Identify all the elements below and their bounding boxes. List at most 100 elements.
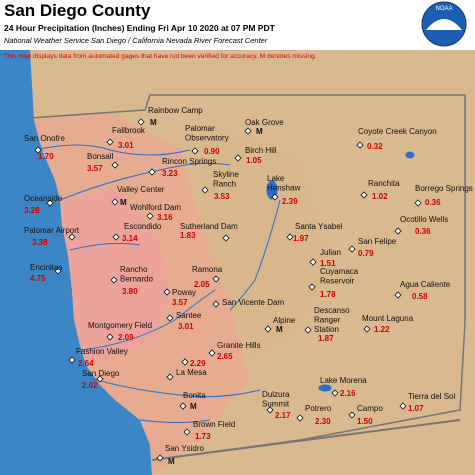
station-value: 2.39 [282,197,298,206]
station-value: 4.75 [30,274,46,283]
station-name: Tierra del Sol [408,392,456,401]
station-marker [46,199,54,207]
station-marker [96,375,104,383]
station-name: Lake [267,174,285,183]
station-name: Brown Field [193,420,235,429]
station-marker [266,406,274,414]
station-name: Santa Ysabel [295,222,343,231]
station-marker [394,291,402,299]
station-name: Skyline [213,170,239,179]
station-marker [331,389,339,397]
station-marker [34,146,42,154]
station-value: 3.01 [118,141,134,150]
station-marker [111,198,119,206]
logo-bird [426,19,462,30]
subtitle: 24 Hour Precipitation (Inches) Ending Fr… [4,23,276,33]
station-name: San Onofre [24,134,65,143]
station-marker [234,154,242,162]
station-value: 2.64 [78,359,94,368]
station-value: 0.32 [367,142,383,151]
header-bg [0,0,475,50]
station-name: San Felipe [358,237,397,246]
station-name: San Diego [82,369,120,378]
station-name: Ranger [314,316,341,325]
station-name: Dulzura [262,390,290,399]
station-value: 3.53 [214,192,230,201]
station-marker [146,212,154,220]
rivers [34,144,415,423]
station-name: Ocotillo Wells [400,215,448,224]
station-value: M [276,325,283,334]
station-name: Rincon Springs [162,157,216,166]
station-name: Palomar [185,124,215,133]
station-value: 0.36 [425,198,441,207]
station-value: 2.16 [340,389,356,398]
station-name: Wohlford Dam [130,203,181,212]
station-value: 1.87 [318,334,334,343]
station-name: Agua Caliente [400,280,451,289]
station-name: Alpine [273,316,296,325]
station-name: Oceanside [24,194,63,203]
station-value: 0.36 [415,227,431,236]
station-marker [309,258,317,266]
station-name: Summit [262,400,290,409]
station-value: M [168,457,175,466]
title: San Diego County [4,1,151,20]
station-name: Sutherland Dam [180,222,238,231]
disclaimer: This map displays data from automated ga… [4,53,317,60]
station-name: Fashion Valley [76,347,128,356]
station-marker [156,454,164,462]
station-marker [296,414,304,422]
credit: National Weather Service San Diego / Cal… [4,36,268,45]
station-name: Montgomery Field [88,321,152,330]
station-name: Birch Hill [245,146,277,155]
station-marker [166,373,174,381]
station-name: Bonsall [87,152,113,161]
station-value: 1.07 [408,404,424,413]
station-value: 1.51 [320,259,336,268]
ocean [0,50,152,475]
station-name: Fallbrook [112,126,146,135]
station-value: 2.65 [217,352,233,361]
station-marker [183,428,191,436]
station-value: 2.09 [118,333,134,342]
station-value: 3.80 [122,287,138,296]
station-marker [363,325,371,333]
station-name: Rancho [120,265,148,274]
station-name: Mount Laguna [362,314,414,323]
station-name: Valley Center [117,185,165,194]
station-marker [304,326,312,334]
station-marker [54,267,62,275]
station-marker [179,402,187,410]
station-name: Ranch [213,180,236,189]
station-name: Bonita [183,391,206,400]
station-value: 3.01 [178,322,194,331]
station-value: 1.02 [372,192,388,201]
station-value: 3.16 [157,213,173,222]
station-marker [148,168,156,176]
station-marker [212,275,220,283]
station-marker [244,127,252,135]
station-marker [201,186,209,194]
station-marker [111,161,119,169]
station-name: Julian [320,248,341,257]
station-name: Bernardo [120,275,153,284]
station-marker [360,191,368,199]
station-name: Encinitas [30,263,62,272]
station-name: Cuyamaca [320,267,359,276]
station-marker [348,411,356,419]
station-marker [191,147,199,155]
station-name: Observatory [185,134,229,143]
station-value: 1.70 [38,152,54,161]
station-name: Campo [357,404,383,413]
station-value: 2.29 [190,359,206,368]
station-value: 3.57 [87,164,103,173]
station-name: San Ysidro [165,444,205,453]
station-name: Descanso [314,306,350,315]
station-value: 2.17 [275,411,291,420]
station-name: Potrero [305,404,332,413]
station-marker [208,349,216,357]
station-value: 3.14 [122,234,138,243]
station-name: La Mesa [176,368,207,377]
